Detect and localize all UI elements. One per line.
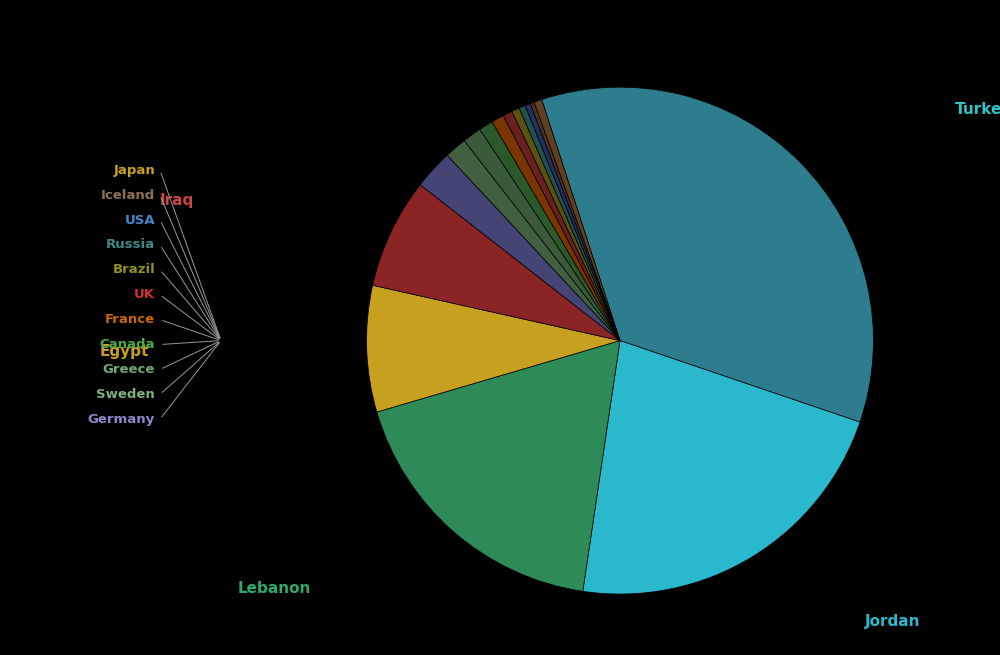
Wedge shape	[503, 111, 620, 341]
Wedge shape	[530, 102, 620, 341]
Wedge shape	[534, 100, 620, 341]
Text: Japan: Japan	[113, 164, 155, 177]
Text: Iraq: Iraq	[160, 193, 194, 208]
Wedge shape	[492, 116, 620, 341]
Text: France: France	[105, 313, 155, 326]
Wedge shape	[420, 155, 620, 341]
Wedge shape	[583, 341, 860, 594]
Text: Greece: Greece	[103, 363, 155, 376]
Text: Canada: Canada	[100, 338, 155, 351]
Text: Turkey: Turkey	[955, 102, 1000, 117]
Text: Brazil: Brazil	[112, 263, 155, 276]
Wedge shape	[464, 130, 620, 341]
Text: Russia: Russia	[106, 238, 155, 252]
Wedge shape	[542, 87, 873, 422]
Text: Sweden: Sweden	[96, 388, 155, 401]
Text: USA: USA	[124, 214, 155, 227]
Wedge shape	[367, 286, 620, 412]
Text: Jordan: Jordan	[865, 614, 921, 629]
Wedge shape	[519, 105, 620, 341]
Text: Iceland: Iceland	[101, 189, 155, 202]
Wedge shape	[512, 108, 620, 341]
Wedge shape	[447, 141, 620, 341]
Text: UK: UK	[134, 288, 155, 301]
Wedge shape	[373, 185, 620, 341]
Wedge shape	[525, 103, 620, 341]
Text: Lebanon: Lebanon	[238, 581, 311, 596]
Text: Germany: Germany	[88, 413, 155, 426]
Text: Egypt: Egypt	[100, 344, 149, 359]
Wedge shape	[377, 341, 620, 591]
Wedge shape	[480, 122, 620, 341]
